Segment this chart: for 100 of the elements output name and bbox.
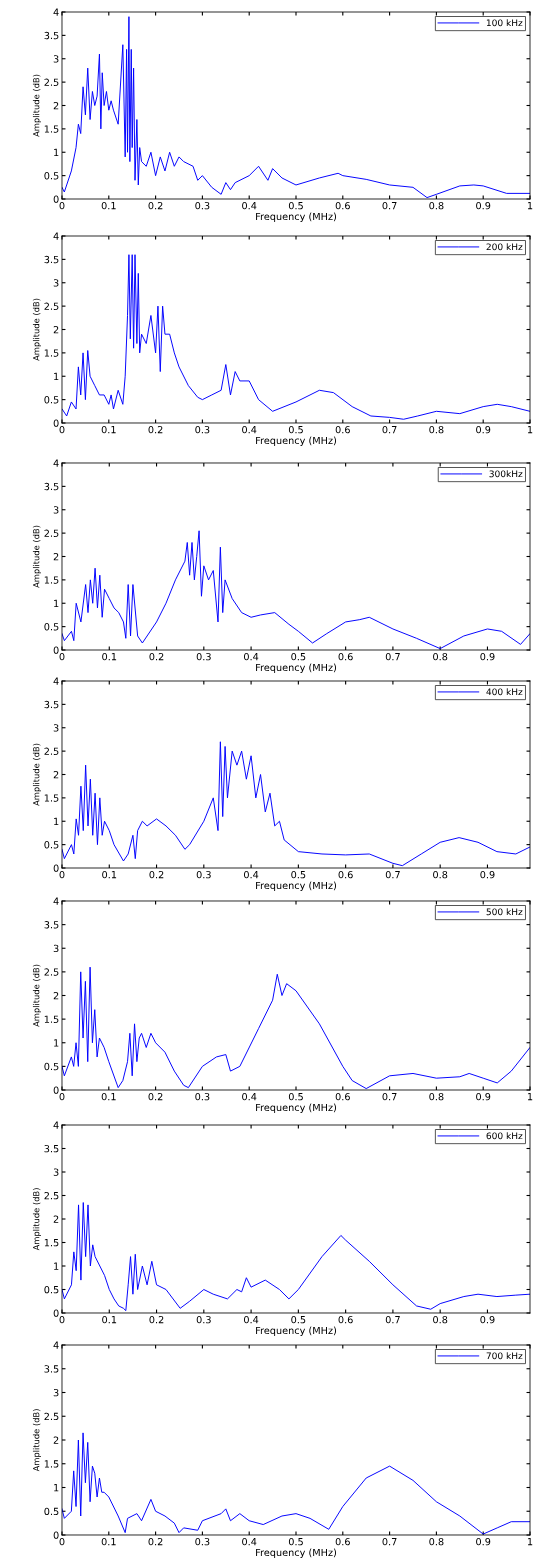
y-tick-label: 0: [53, 1531, 59, 1539]
x-tick-label: 0.1: [102, 1315, 117, 1324]
x-tick-label: 0.9: [480, 1315, 495, 1324]
x-tick-label: 0.2: [149, 652, 164, 661]
x-tick-label: 0.5: [291, 652, 306, 661]
y-tick-label: 2: [53, 325, 59, 334]
y-tick-label: 1: [54, 148, 59, 156]
y-tick-label: 2.5: [44, 78, 59, 86]
y-tick-label: 0.5: [44, 623, 59, 631]
y-tick-label: 0: [53, 195, 59, 203]
y-tick-label: 2: [53, 552, 59, 561]
x-tick-label: 0.1: [101, 1537, 116, 1546]
y-tick-label: 2.5: [44, 1412, 59, 1421]
y-tick-label: 3.5: [44, 921, 59, 929]
y-tick-label: 4: [53, 1121, 59, 1129]
y-tick-label: 4: [53, 1341, 59, 1349]
y-tick-label: 0.5: [44, 1062, 59, 1071]
y-axis-title: Amplitude (dB): [32, 743, 41, 806]
x-tick-label: 0.9: [480, 652, 495, 661]
x-tick-label: 0.6: [335, 425, 350, 434]
x-tick-label: 0.2: [148, 201, 163, 210]
x-tick-label: 0.7: [385, 652, 400, 661]
x-tick-label: 0.8: [433, 652, 448, 661]
x-tick-label: 0.2: [149, 1315, 164, 1324]
y-tick-label: 2: [53, 770, 59, 779]
x-axis-title: Frequency (MHz): [256, 1548, 337, 1558]
x-tick-label: 0.7: [382, 201, 397, 210]
y-tick-label: 0.5: [44, 841, 59, 849]
x-tick-label: 0.9: [476, 1537, 491, 1546]
x-tick-label: 0.3: [195, 201, 210, 210]
x-tick-label: 1: [527, 202, 533, 210]
y-tick-label: 2: [53, 1436, 59, 1444]
x-tick-label: 0.3: [196, 652, 211, 661]
x-tick-label: 0.1: [101, 1092, 116, 1101]
x-axis-title: Frequency (MHz): [256, 1103, 337, 1113]
y-tick-label: 0: [53, 1086, 59, 1094]
y-tick-label: 4: [53, 677, 59, 685]
y-tick-label: 3: [53, 1388, 59, 1397]
x-tick-label: 0.8: [433, 870, 448, 879]
y-tick-label: 0.5: [44, 172, 59, 180]
y-tick-label: 3: [53, 506, 59, 514]
x-tick-label: 0.3: [196, 870, 211, 879]
x-tick-label: 1: [527, 426, 533, 434]
y-tick-label: 3.5: [44, 1365, 59, 1373]
y-tick-label: 1.5: [44, 794, 59, 802]
y-tick-label: 2: [53, 991, 59, 1000]
x-tick-label: 0.9: [480, 870, 495, 879]
y-tick-label: 0: [53, 646, 59, 654]
x-tick-label: 0.9: [476, 1092, 491, 1101]
y-tick-label: 3: [53, 944, 59, 953]
legend-label: 200 kHz: [486, 243, 523, 251]
y-tick-label: 1: [54, 817, 59, 825]
x-tick-label: 0.7: [385, 1315, 400, 1324]
x-axis-title: Frequency (MHz): [256, 663, 337, 673]
x-tick-label: 0.6: [335, 1537, 350, 1546]
y-tick-label: 2.5: [44, 1191, 59, 1200]
y-tick-label: 4: [53, 459, 59, 467]
x-tick-label: 0.6: [338, 652, 353, 661]
y-tick-label: 2.5: [44, 968, 59, 976]
x-tick-label: 0.5: [288, 201, 303, 210]
y-tick-label: 0.5: [44, 1507, 59, 1516]
x-tick-label: 1: [527, 1093, 533, 1101]
y-tick-label: 0: [53, 1309, 59, 1317]
x-tick-label: 0.6: [338, 1315, 353, 1324]
x-tick-label: 0.4: [244, 652, 259, 661]
line-series: [62, 254, 530, 420]
legend-label: 400 kHz: [486, 688, 523, 696]
legend-label: 500 kHz: [486, 908, 523, 916]
y-tick-label: 1.5: [44, 576, 59, 584]
x-tick-label: 0.6: [335, 201, 350, 210]
x-tick-label: 0.2: [148, 425, 163, 434]
y-axis-title: Amplitude (dB): [32, 1188, 41, 1251]
y-tick-label: 0: [53, 419, 59, 427]
y-tick-label: 1: [54, 1262, 59, 1270]
x-tick-label: 0.7: [382, 1092, 397, 1101]
y-tick-label: 1: [54, 1039, 59, 1047]
x-tick-label: 0.8: [429, 1537, 444, 1546]
y-tick-label: 3.5: [44, 482, 59, 491]
y-tick-label: 3: [53, 55, 59, 63]
x-tick-label: 0.4: [244, 1315, 259, 1324]
x-tick-label: 0.7: [385, 870, 400, 879]
y-tick-label: 1: [54, 1484, 59, 1492]
y-tick-label: 0.5: [44, 1285, 59, 1294]
legend-label: 700 kHz: [486, 1352, 523, 1360]
y-tick-label: 4: [53, 897, 59, 905]
y-tick-label: 2.5: [44, 529, 59, 537]
y-tick-label: 1: [54, 372, 59, 380]
x-tick-label: 0.8: [429, 425, 444, 434]
x-axis-title: Frequency (MHz): [256, 436, 337, 446]
x-tick-label: 0.8: [433, 1315, 448, 1324]
x-tick-label: 0.3: [196, 1315, 211, 1324]
x-tick-label: 0.5: [288, 1537, 303, 1546]
x-tick-label: 0.6: [338, 870, 353, 879]
y-tick-label: 2.5: [44, 747, 59, 755]
x-tick-label: 0.8: [429, 1092, 444, 1101]
y-tick-label: 3: [53, 724, 59, 732]
x-tick-label: 0.5: [288, 1092, 303, 1101]
y-tick-label: 3.5: [44, 31, 59, 40]
x-tick-label: 0.4: [242, 425, 257, 434]
y-tick-label: 1.5: [44, 1239, 59, 1247]
